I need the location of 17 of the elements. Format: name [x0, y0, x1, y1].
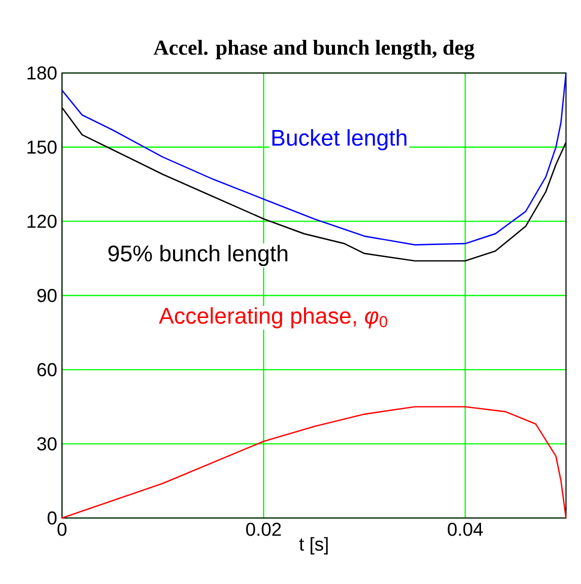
chart-title: Accel. phase and bunch length, deg — [154, 40, 474, 60]
y-tick-label: 180 — [28, 66, 57, 80]
y-tick-label: 0 — [48, 511, 57, 525]
x-tick-label: 0.02 — [246, 522, 281, 536]
y-tick-label: 150 — [28, 140, 57, 154]
text: Bucket length — [272, 129, 406, 150]
x-tick-label: 0 — [58, 522, 66, 536]
line-series — [61, 72, 567, 246]
y-tick-label: 120 — [28, 214, 57, 228]
y-tick-label: 90 — [37, 288, 57, 302]
y-tick-label: 60 — [37, 363, 57, 376]
y-tick-label: 30 — [37, 437, 57, 450]
line-series — [61, 406, 567, 519]
series-label: 95% bunch length — [108, 244, 288, 266]
x-axis-title: t [s] — [299, 537, 328, 554]
text: Accelerating phase, φ$_{0}$ — [158, 307, 388, 328]
x-tick-label: 0.04 — [448, 522, 483, 536]
